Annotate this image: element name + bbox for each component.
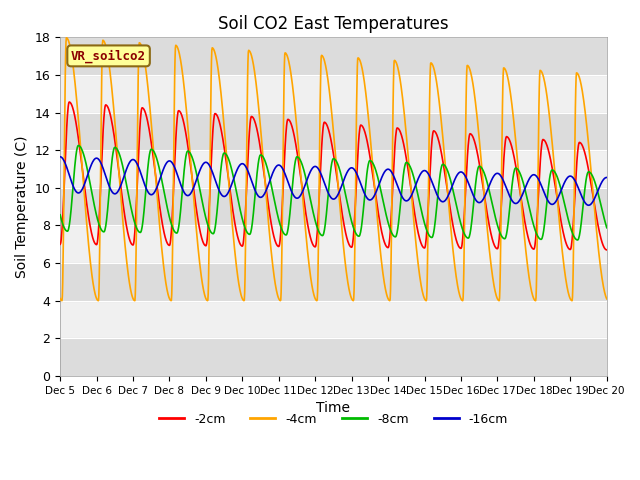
Text: VR_soilco2: VR_soilco2 [71, 49, 146, 62]
Title: Soil CO2 East Temperatures: Soil CO2 East Temperatures [218, 15, 449, 33]
X-axis label: Time: Time [316, 401, 351, 415]
Bar [60, 113, 607, 150]
Bar [60, 37, 607, 75]
Bar [60, 188, 607, 226]
Bar [60, 263, 607, 300]
Y-axis label: Soil Temperature (C): Soil Temperature (C) [15, 135, 29, 278]
Bar [60, 338, 607, 376]
Legend: -2cm, -4cm, -8cm, -16cm: -2cm, -4cm, -8cm, -16cm [154, 408, 513, 431]
